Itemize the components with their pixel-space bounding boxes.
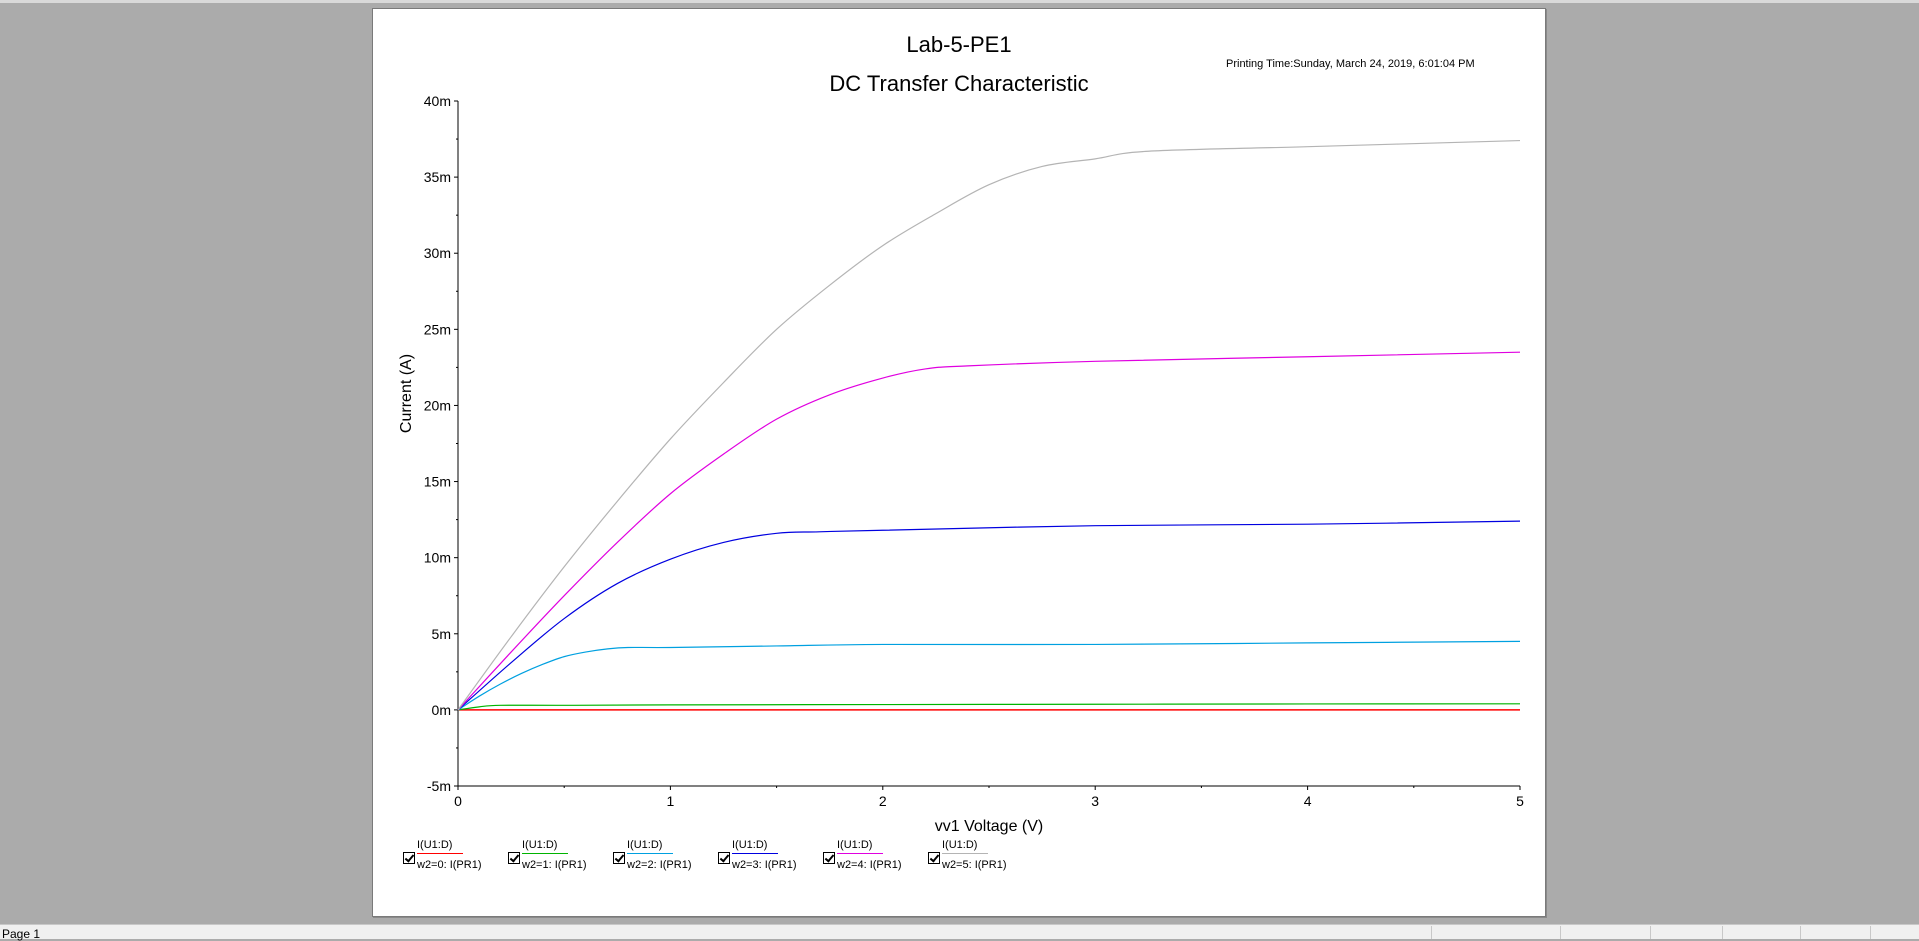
- y-tick-label: 0m: [432, 702, 451, 718]
- legend-checkbox[interactable]: [823, 852, 835, 864]
- y-tick-label: 40m: [424, 93, 451, 109]
- x-tick-label: 4: [1304, 793, 1312, 809]
- legend-trace-label: I(U1:D): [627, 839, 663, 851]
- x-axis-label: vv1 Voltage (V): [935, 818, 1044, 835]
- y-tick-label: 30m: [424, 245, 451, 261]
- y-tick-label: -5m: [427, 778, 451, 794]
- y-tick-label: 25m: [424, 321, 451, 337]
- legend-color-swatch: [942, 853, 988, 854]
- legend: I(U1:D) w2=0: I(PR1) I(U1:D) w2=1: I(PR1) I(…: [403, 838, 1103, 878]
- series-line-w2-2: [457, 640, 1521, 711]
- series-line-w2-1: [457, 703, 1521, 711]
- legend-series-name: w2=1: I(PR1): [522, 859, 587, 871]
- y-tick-label: 5m: [432, 626, 451, 642]
- y-tick-label: 20m: [424, 397, 451, 413]
- legend-trace-label: I(U1:D): [522, 839, 558, 851]
- legend-series-name: w2=3: I(PR1): [732, 859, 797, 871]
- plot-area: -5m 0m 5m 10m 15m 20m 25m 30m 35m 40m 0 1 2 3 4 5 vv1 Vo…: [398, 93, 1524, 835]
- x-tick-label: 5: [1516, 793, 1524, 809]
- legend-item-w2-3[interactable]: I(U1:D) w2=3: I(PR1): [718, 838, 823, 878]
- legend-trace-label: I(U1:D): [417, 839, 453, 851]
- legend-item-w2-2[interactable]: I(U1:D) w2=2: I(PR1): [613, 838, 718, 878]
- series-line-w2-5: [457, 139, 1521, 711]
- x-tick-label: 2: [879, 793, 887, 809]
- printing-time: Printing Time:Sunday, March 24, 2019, 6:…: [1226, 58, 1475, 70]
- print-preview-page: Lab-5-PE1 DC Transfer Characteristic Pri…: [372, 8, 1546, 917]
- dc-transfer-chart: -5m 0m 5m 10m 15m 20m 25m 30m 35m 40m 0 1 2 3 4 5 vv1 Vo…: [398, 93, 1524, 835]
- chart-title: Lab-5-PE1: [906, 32, 1012, 57]
- y-tick-label: 10m: [424, 550, 451, 566]
- legend-series-name: w2=4: I(PR1): [837, 859, 902, 871]
- status-bar: Page 1: [0, 924, 1919, 941]
- legend-item-w2-4[interactable]: I(U1:D) w2=4: I(PR1): [823, 838, 928, 878]
- series-line-w2-3: [457, 520, 1521, 711]
- status-divider: [1650, 926, 1651, 939]
- legend-checkbox[interactable]: [718, 852, 730, 864]
- y-axis-label: Current (A): [398, 354, 415, 433]
- legend-checkbox[interactable]: [613, 852, 625, 864]
- x-tick-label: 3: [1091, 793, 1099, 809]
- legend-checkbox[interactable]: [403, 852, 415, 864]
- legend-item-w2-5[interactable]: I(U1:D) w2=5: I(PR1): [928, 838, 1033, 878]
- status-divider: [1870, 926, 1871, 939]
- status-divider: [1722, 926, 1723, 939]
- window-top-edge: [0, 0, 1919, 3]
- y-tick-label: 15m: [424, 474, 451, 490]
- x-tick-label: 0: [454, 793, 462, 809]
- status-divider: [1560, 926, 1561, 939]
- legend-checkbox[interactable]: [928, 852, 940, 864]
- legend-color-swatch: [522, 853, 568, 854]
- chart-subtitle: DC Transfer Characteristic: [829, 71, 1089, 96]
- legend-series-name: w2=5: I(PR1): [942, 859, 1007, 871]
- legend-color-swatch: [417, 853, 463, 854]
- legend-trace-label: I(U1:D): [732, 839, 768, 851]
- legend-color-swatch: [627, 853, 673, 854]
- legend-item-w2-1[interactable]: I(U1:D) w2=1: I(PR1): [508, 838, 613, 878]
- status-page-indicator: Page 1: [2, 927, 41, 941]
- legend-color-swatch: [732, 853, 778, 854]
- legend-color-swatch: [837, 853, 883, 854]
- legend-item-w2-0[interactable]: I(U1:D) w2=0: I(PR1): [403, 838, 508, 878]
- series-line-w2-4: [457, 351, 1521, 711]
- legend-trace-label: I(U1:D): [942, 839, 978, 851]
- x-tick-label: 1: [667, 793, 675, 809]
- legend-checkbox[interactable]: [508, 852, 520, 864]
- legend-trace-label: I(U1:D): [837, 839, 873, 851]
- y-tick-label: 35m: [424, 169, 451, 185]
- legend-series-name: w2=2: I(PR1): [627, 859, 692, 871]
- legend-series-name: w2=0: I(PR1): [417, 859, 482, 871]
- status-divider: [1800, 926, 1801, 939]
- status-divider: [1431, 926, 1432, 939]
